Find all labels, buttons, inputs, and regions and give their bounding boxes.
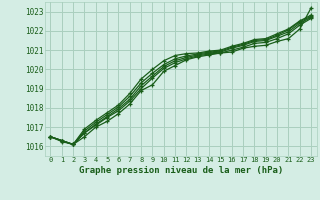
X-axis label: Graphe pression niveau de la mer (hPa): Graphe pression niveau de la mer (hPa) [79, 166, 283, 175]
